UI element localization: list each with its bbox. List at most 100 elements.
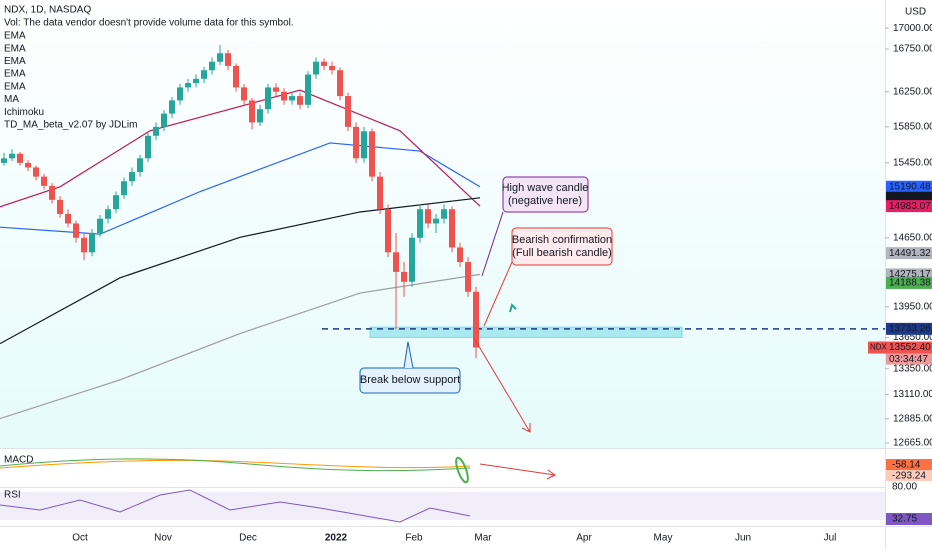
- candle-body: [393, 252, 399, 272]
- marks: [0, 44, 885, 420]
- annotation-box: [511, 227, 613, 266]
- symbol-tag: [868, 341, 886, 354]
- macd-line: [0, 458, 471, 472]
- price-tag-label: 14275.17: [889, 269, 931, 280]
- indicator-tag: [886, 470, 932, 482]
- indicator-name: TD_MA_beta_v2.07 by JDLim: [4, 120, 137, 131]
- macd-arrow: [479, 463, 556, 480]
- candle-body: [201, 70, 207, 79]
- price-tag: [886, 341, 932, 354]
- candle-body: [417, 209, 423, 238]
- y-tick-label: 16250.00: [893, 86, 932, 97]
- candle-body: [281, 91, 287, 101]
- annotation-text: Break below support: [360, 374, 460, 386]
- x-tick-label: Apr: [576, 533, 592, 544]
- candle-body: [313, 61, 319, 75]
- rsi-line: [0, 489, 471, 523]
- support-zone: [369, 326, 683, 338]
- candle-body: [369, 131, 375, 177]
- candle-body: [193, 78, 199, 84]
- x-tick-label: Feb: [405, 533, 423, 544]
- candle-body: [225, 53, 231, 66]
- price-tag-label: 14188.38: [889, 278, 931, 289]
- candle-body: [169, 100, 175, 114]
- indicator-tag: [886, 481, 932, 493]
- y-tick-label: 13110.00: [893, 389, 932, 400]
- candle-body: [345, 96, 351, 127]
- candle-body: [1, 158, 7, 163]
- price-tag: [886, 276, 932, 289]
- x-tick-label: Jun: [735, 533, 751, 544]
- price-tag: [886, 322, 932, 335]
- annotation-box: [502, 176, 589, 213]
- candle-body: [73, 223, 79, 238]
- price-tag-label: 13552.40: [889, 342, 931, 353]
- indicator-name: Ichimoku: [4, 107, 44, 118]
- candle-body: [289, 96, 295, 101]
- legend: NDX, 1D, NASDAQ Vol: The data vendor doe…: [4, 5, 294, 29]
- candle-body: [249, 100, 255, 123]
- y-tick-label: 13650.00: [893, 332, 932, 343]
- indicator-tag: [886, 513, 932, 525]
- candle-body: [297, 96, 303, 105]
- candle-body: [105, 209, 111, 219]
- candle-body: [329, 65, 335, 71]
- annotation-pointer: [403, 341, 414, 369]
- candle-body: [385, 209, 391, 253]
- annotation-text: Bearish confirmation: [512, 234, 612, 246]
- candle-body: [273, 87, 279, 92]
- price-tag-label: 15190.48: [889, 181, 931, 192]
- countdown-tag: [886, 353, 932, 365]
- macd-signal: [0, 459, 471, 469]
- candle-body: [209, 61, 215, 71]
- indicator-line: [0, 273, 481, 420]
- candle-body: [57, 199, 63, 214]
- indicator-line: [0, 142, 481, 235]
- y-tick-label: 13950.00: [893, 301, 932, 312]
- macd-pane: [0, 450, 885, 486]
- y-tick-label: 12885.00: [893, 413, 932, 424]
- candle-body: [25, 162, 31, 168]
- annotation-text: High wave candle: [502, 182, 589, 194]
- x-tick-label: May: [654, 533, 673, 544]
- candle-body: [441, 209, 447, 219]
- y-tick-label: 13350.00: [893, 363, 932, 374]
- candle-body: [137, 158, 143, 173]
- candle-body: [121, 181, 127, 196]
- vol-note: Vol: The data vendor doesn't provide vol…: [4, 18, 294, 29]
- y-tick-label: 12665.00: [893, 438, 932, 449]
- candle-body: [425, 209, 431, 224]
- candle-body: [241, 87, 247, 101]
- up-arrow: [509, 303, 517, 313]
- currency: USD: [905, 7, 926, 18]
- candle-body: [265, 87, 271, 110]
- price-tag: [886, 180, 932, 193]
- y-tick-label: 17000.00: [893, 23, 932, 34]
- candle-body: [49, 185, 55, 200]
- rsi-label: RSI: [4, 490, 21, 501]
- x-tick-label: Nov: [154, 533, 172, 544]
- candle-body: [353, 126, 359, 159]
- price-tag: [886, 200, 932, 213]
- indicator-tag: [886, 459, 932, 471]
- candle-body: [321, 61, 327, 66]
- indicator-name: EMA: [4, 31, 26, 42]
- annotation-text: (Full bearish candle): [512, 247, 612, 259]
- indicator-tag-label: 80.00: [892, 482, 917, 493]
- y-tick-label: 15450.00: [893, 158, 932, 169]
- candle-body: [113, 195, 119, 210]
- candle-body: [337, 70, 343, 97]
- candle-body: [185, 83, 191, 88]
- symbol: NDX, 1D, NASDAQ: [4, 5, 91, 16]
- indicator-name: EMA: [4, 81, 26, 92]
- candle-body: [145, 135, 151, 159]
- countdown: 03:34:47: [889, 354, 928, 365]
- candle-body: [161, 113, 167, 127]
- candle-body: [449, 209, 455, 248]
- indicator-name: EMA: [4, 43, 26, 54]
- candle-body: [305, 74, 311, 105]
- candle-body: [233, 65, 239, 88]
- annotation-pointer: [483, 261, 513, 327]
- price-tag-label: 14983.07: [889, 201, 931, 212]
